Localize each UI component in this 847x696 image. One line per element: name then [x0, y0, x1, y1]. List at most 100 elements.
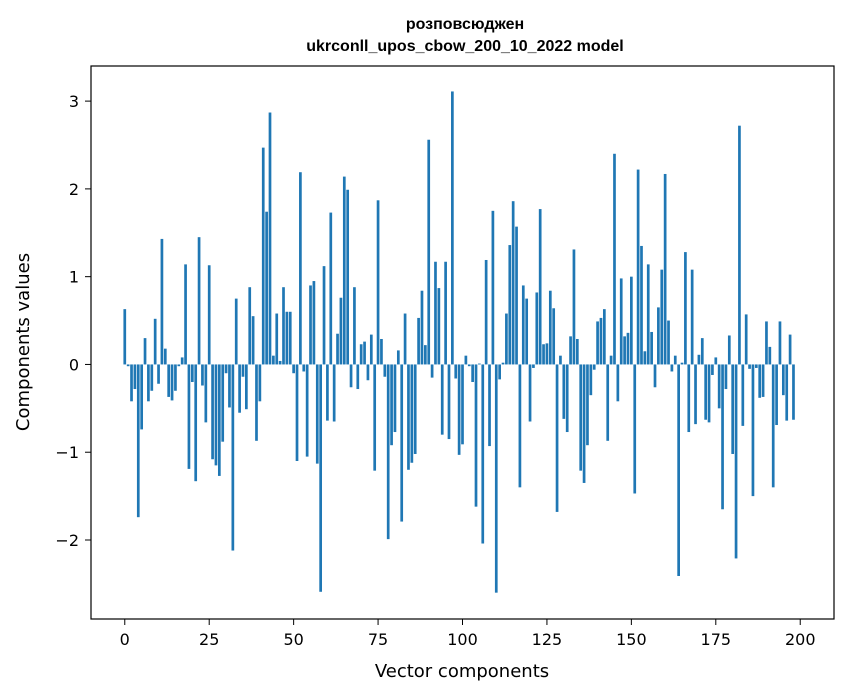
bar	[376, 200, 380, 365]
bar	[231, 364, 235, 551]
bar	[575, 338, 579, 365]
bar	[511, 201, 515, 365]
bar	[420, 290, 424, 365]
bar	[221, 364, 225, 442]
bar	[677, 364, 680, 576]
bar	[268, 112, 272, 365]
bar	[332, 364, 336, 422]
bar	[606, 364, 610, 441]
bar	[278, 360, 282, 365]
bar	[251, 316, 255, 365]
x-tick-label: 200	[785, 630, 816, 649]
bar	[508, 245, 512, 365]
bar	[353, 287, 356, 365]
y-tick-label: −1	[55, 443, 79, 462]
bar	[616, 364, 620, 402]
bar	[153, 318, 157, 365]
bar	[444, 261, 447, 365]
bar	[147, 364, 150, 402]
bar	[157, 364, 160, 384]
bar	[373, 364, 377, 471]
bar	[363, 341, 366, 365]
bar	[322, 266, 326, 365]
bar	[369, 334, 373, 365]
bar	[150, 364, 154, 391]
bar	[579, 364, 583, 471]
bar	[204, 364, 208, 423]
bar	[187, 364, 191, 469]
bar	[602, 309, 606, 365]
chart-title-line-2: ukrconll_upos_cbow_200_10_2022 model	[306, 38, 623, 55]
bar	[781, 364, 785, 396]
bar	[717, 364, 721, 409]
bar	[792, 364, 795, 420]
bar	[626, 332, 630, 365]
bar	[407, 364, 410, 470]
bar	[190, 364, 194, 382]
bar	[535, 292, 539, 365]
ticks-group: 0 25 50 75 100 125 150 175 200 −2 −1 0 1 2 3	[55, 92, 815, 649]
bar	[670, 364, 674, 372]
bar	[336, 333, 339, 365]
bar	[741, 364, 745, 426]
bar	[380, 338, 383, 365]
bar	[224, 364, 228, 374]
bar	[437, 288, 441, 365]
bar	[636, 169, 640, 365]
bar	[410, 364, 414, 463]
y-tick-label: 3	[69, 92, 79, 111]
y-tick-label: 0	[69, 355, 79, 374]
bar	[163, 348, 167, 365]
bar	[258, 364, 262, 402]
bar	[302, 364, 306, 372]
bar	[788, 334, 792, 365]
x-tick-label: 75	[368, 630, 388, 649]
bar	[532, 364, 535, 368]
bar	[434, 261, 437, 365]
bar	[366, 364, 370, 381]
bar	[160, 238, 164, 365]
bar	[565, 364, 569, 433]
bar	[704, 364, 708, 420]
bar	[559, 355, 562, 365]
x-tick-label: 0	[120, 630, 130, 649]
bar	[538, 209, 542, 365]
bar	[748, 364, 751, 369]
bar	[461, 364, 464, 445]
bar	[738, 125, 741, 365]
bar	[136, 364, 140, 518]
bar	[673, 355, 677, 365]
bar	[680, 362, 684, 365]
bar	[275, 313, 279, 365]
bar	[214, 364, 218, 466]
bar	[552, 308, 556, 365]
bar	[451, 91, 454, 365]
bar	[724, 364, 728, 390]
bar	[140, 364, 144, 430]
bar	[562, 364, 566, 419]
bar	[687, 364, 691, 433]
bar	[542, 344, 545, 365]
bar	[255, 364, 258, 441]
bar	[518, 364, 522, 488]
bar	[319, 364, 323, 592]
bar	[261, 147, 265, 365]
bar	[194, 364, 198, 482]
bar	[653, 364, 657, 388]
bar	[346, 189, 350, 365]
x-tick-label: 100	[447, 630, 478, 649]
bar	[299, 172, 302, 365]
bar	[609, 355, 613, 365]
bar	[201, 364, 204, 386]
bar	[423, 345, 427, 365]
bar	[613, 153, 616, 365]
bar	[174, 364, 177, 391]
bar	[758, 364, 762, 398]
bar	[731, 364, 735, 454]
bar	[707, 364, 711, 423]
bar	[427, 139, 431, 365]
bar	[690, 269, 694, 365]
bar	[123, 309, 127, 365]
bar	[326, 364, 329, 421]
bar	[596, 321, 599, 365]
